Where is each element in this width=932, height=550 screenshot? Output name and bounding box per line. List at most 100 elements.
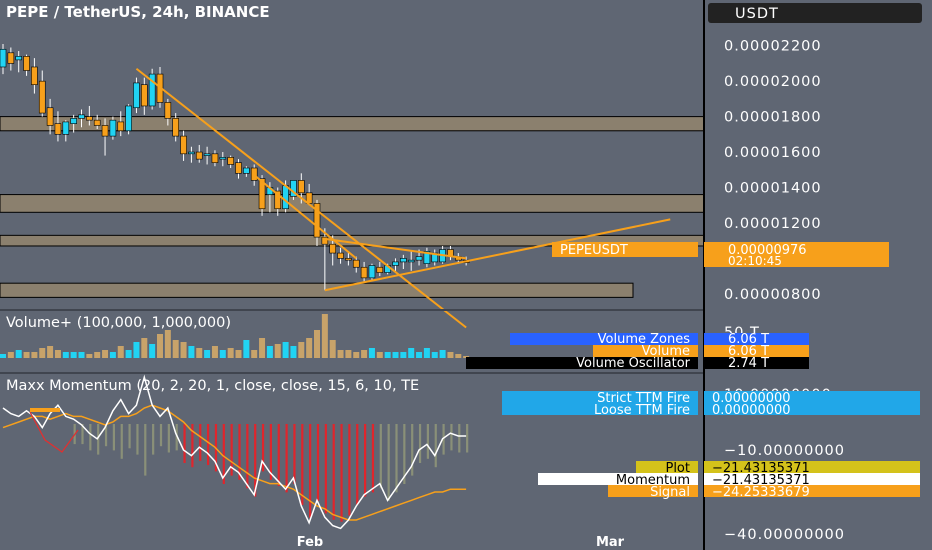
candle-body [31,66,38,86]
volume-bar [7,352,14,358]
candle-body [148,73,156,107]
candle-body [219,157,227,160]
volume-bar [219,350,226,358]
volume-bar [384,352,391,358]
symbol-label: PEPEUSDT [560,243,628,258]
currency-badge[interactable] [708,3,922,23]
momentum-legend-name: Loose TTM Fire [594,403,690,418]
volume-bar [439,350,446,358]
candle-body [321,236,329,245]
candle-body [125,105,132,132]
price-pane[interactable] [0,43,705,329]
momentum-legend-badge [636,461,698,473]
volume-value-badge [704,345,809,357]
volume-bars [0,314,470,358]
momentum-value-badge [704,391,920,403]
volume-bar [102,350,109,358]
momentum-legend-badge [608,485,698,497]
price-tick-label: 0.00000800 [724,287,822,303]
volume-bar [376,352,383,358]
volume-bar [0,354,6,358]
candle-body [109,119,117,137]
volume-bar [94,352,101,358]
countdown: 02:10:45 [728,254,782,268]
volume-value-badge [704,333,809,345]
price-tick-label: 0.00001800 [724,110,822,126]
volume-bar [235,350,242,358]
volume-bar [204,350,211,358]
candle-body [227,157,234,165]
candle-body [180,135,187,155]
volume-bar [345,350,352,358]
candle-body [407,259,415,263]
candle-body [62,121,70,135]
volume-bar [172,340,179,358]
volume-bar [157,334,163,358]
momentum-value-badge [704,485,920,497]
support-resistance-zones [0,116,705,298]
volume-bar [337,350,344,358]
volume-bar [125,350,132,358]
price-tick-label: 0.00001400 [724,180,822,196]
candle-body [0,48,7,68]
candle-body [415,256,423,261]
momentum-legend-value: −21.43135371 [712,461,810,476]
candle-body [195,151,203,160]
volume-legend-name: Volume [642,344,690,359]
volume-bar [274,344,281,358]
price-tick-label: 0.00001200 [724,216,822,232]
candle-body [78,114,85,119]
candle-body [243,167,250,174]
momentum-tick-label: −10.00000000 [724,443,845,459]
candle-body [274,190,282,210]
volume-bar [70,352,77,358]
volume-legend-value: 6.06 T [728,332,769,347]
volume-bar [47,346,54,358]
ttm-fire-marker [30,408,60,412]
candle-body [352,259,360,268]
volume-bar [196,348,203,358]
volume-bar [455,354,462,358]
volume-bar [353,352,360,358]
candle-body [235,162,242,174]
volume-bar [39,348,46,358]
volume-bar [23,352,30,358]
volume-bar [149,344,156,358]
volume-bar [54,350,61,358]
candle-body [297,180,305,194]
candle-body [211,153,219,163]
last-price: 0.00000976 [728,243,807,258]
momentum-pane[interactable] [2,374,469,530]
volume-pane-title: Volume+ (100,000, 1,000,000) [6,315,231,331]
currency-label: USDT [735,6,779,22]
momentum-value-badge [704,473,920,485]
time-tick-label: Mar [596,535,625,550]
candle-body [7,52,15,64]
volume-bar [431,352,438,358]
candle-body [392,261,399,266]
last-price-badge [704,242,889,267]
volume-pane[interactable] [0,314,470,358]
candlestick-series [0,43,470,291]
volume-bar [243,340,250,358]
signal-line [2,404,467,521]
candle-body [368,265,376,279]
price-tick-label: 0.00002200 [724,39,822,55]
volume-bar [329,340,336,358]
volume-bar [408,348,415,358]
volume-bar [109,352,116,358]
volume-bar [298,342,305,358]
momentum-line [2,374,467,530]
candle-body [172,118,179,137]
volume-bar [423,348,430,358]
candle-body [15,56,22,61]
volume-legend-badge [466,357,698,369]
price-axis-ticks: 0.00002200 0.00002000 0.00001800 0.00001600… [724,39,822,303]
momentum-tick-label: −40.00000000 [724,527,845,543]
candle-body [46,107,54,126]
candle-body [101,125,109,137]
time-tick-label: Feb [297,535,323,550]
candle-body [141,84,148,107]
momentum-legend-name: Plot [665,461,690,476]
